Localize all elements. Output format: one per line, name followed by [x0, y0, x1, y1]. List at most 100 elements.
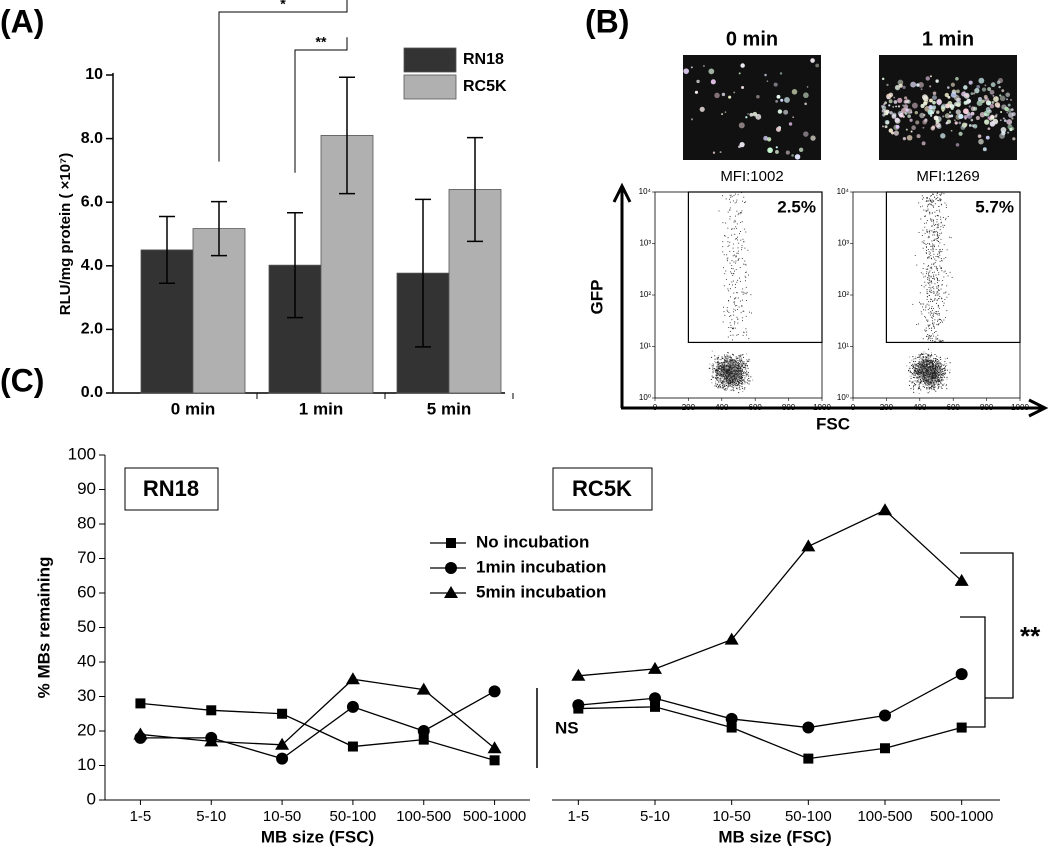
event — [732, 378, 733, 379]
event — [729, 376, 730, 377]
event — [730, 365, 731, 366]
cell — [937, 124, 942, 129]
event — [944, 258, 945, 259]
event — [731, 364, 732, 365]
cell — [755, 114, 761, 120]
event — [750, 376, 751, 377]
cell — [954, 119, 956, 121]
event — [925, 307, 926, 308]
marker — [276, 753, 288, 765]
event — [931, 354, 932, 355]
event — [914, 364, 915, 365]
cell — [993, 96, 999, 102]
event — [744, 248, 745, 249]
event — [930, 362, 931, 363]
event — [915, 384, 916, 385]
event — [733, 200, 734, 201]
event — [934, 375, 935, 376]
event — [750, 294, 751, 295]
event — [930, 376, 931, 377]
event — [722, 195, 723, 196]
event — [920, 292, 921, 293]
event — [939, 233, 940, 234]
event — [940, 368, 941, 369]
event — [745, 280, 746, 281]
legend-label: 1min incubation — [476, 557, 606, 576]
event — [742, 221, 743, 222]
event — [929, 212, 930, 213]
event — [912, 373, 913, 374]
event — [738, 362, 739, 363]
marker — [879, 709, 891, 721]
event — [735, 284, 736, 285]
event — [930, 365, 931, 366]
event — [923, 248, 924, 249]
event — [737, 319, 738, 320]
marker — [878, 503, 892, 515]
event — [922, 235, 923, 236]
event — [724, 385, 725, 386]
event — [726, 198, 727, 199]
event — [927, 293, 928, 294]
event — [742, 366, 743, 367]
event — [921, 358, 922, 359]
event — [734, 364, 735, 365]
event — [728, 212, 729, 213]
event — [929, 231, 930, 232]
event — [717, 377, 718, 378]
event — [743, 357, 744, 358]
cell — [882, 106, 886, 110]
event — [723, 307, 724, 308]
event — [742, 355, 743, 356]
event — [711, 382, 712, 383]
event — [743, 372, 744, 373]
event — [919, 384, 920, 385]
event — [931, 375, 932, 376]
event — [939, 380, 940, 381]
event — [731, 360, 732, 361]
event — [718, 359, 719, 360]
event — [933, 368, 934, 369]
event — [927, 206, 928, 207]
event — [743, 373, 744, 374]
mfi-label: MFI:1002 — [720, 168, 783, 185]
event — [919, 357, 920, 358]
event — [940, 340, 941, 341]
event — [935, 380, 936, 381]
event — [741, 357, 742, 358]
event — [943, 293, 944, 294]
event — [936, 256, 937, 257]
event — [944, 303, 945, 304]
event — [911, 378, 912, 379]
cell — [786, 151, 790, 155]
event — [915, 372, 916, 373]
event — [938, 372, 939, 373]
event — [736, 228, 737, 229]
event — [717, 387, 718, 388]
event — [738, 368, 739, 369]
event — [932, 340, 933, 341]
event — [937, 254, 938, 255]
event — [729, 378, 730, 379]
event — [748, 338, 749, 339]
event — [736, 269, 737, 270]
legend-label: RC5K — [463, 78, 507, 95]
event — [724, 367, 725, 368]
event — [728, 369, 729, 370]
event — [923, 366, 924, 367]
event — [937, 215, 938, 216]
event — [935, 379, 936, 380]
event — [740, 356, 741, 357]
cell — [756, 95, 759, 98]
event — [925, 310, 926, 311]
cell — [911, 130, 913, 132]
event — [731, 273, 732, 274]
event — [944, 383, 945, 384]
event — [929, 282, 930, 283]
event — [734, 195, 735, 196]
event — [926, 363, 927, 364]
event — [928, 366, 929, 367]
cell — [695, 91, 698, 94]
event — [930, 311, 931, 312]
event — [929, 280, 930, 281]
